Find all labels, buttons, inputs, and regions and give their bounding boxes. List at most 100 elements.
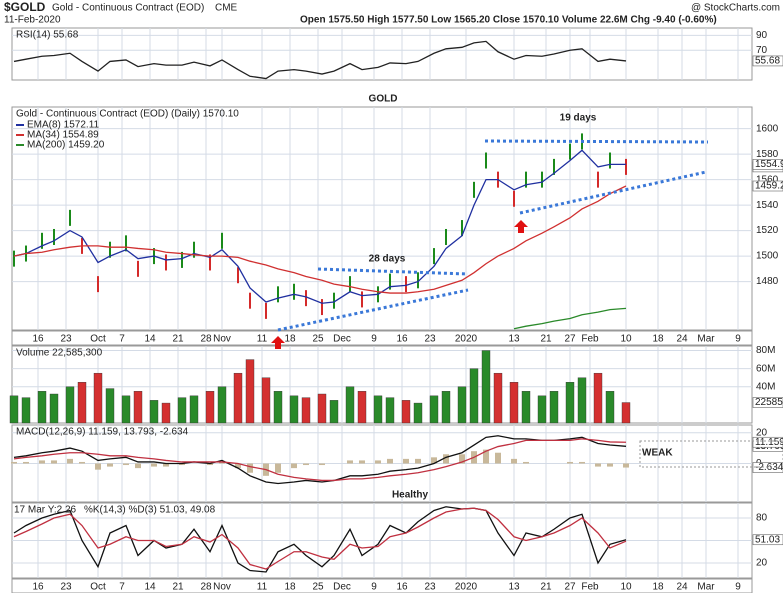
name: Gold - Continuous Contract (EOD) [52,3,204,14]
legend-label: EMA(8) 1572.11 [27,120,100,131]
histogram-bar [107,463,113,467]
quote: Open 1575.50 High 1577.50 Low 1565.20 Cl… [300,15,717,26]
trendline [519,170,707,215]
volume-bar [429,395,439,424]
x-tick-label: 23 [424,334,436,345]
x-tick-label: 14 [144,334,156,345]
value-marker-label: 22585 [755,397,783,408]
date: 11-Feb-2020 [4,15,61,26]
x-tick-label: 13 [508,582,520,593]
histogram-bar [235,463,241,469]
x-tick-label: 9 [735,334,741,345]
histogram-bar [39,460,45,464]
x-tick-label: Mar [697,334,715,345]
x-tick-label: 25 [312,334,324,345]
x-tick-label: Dec [333,582,351,593]
histogram-bar [443,454,449,464]
panel [11,106,753,331]
volume-bar [217,386,227,424]
volume-bar [457,386,467,424]
volume-bar [245,359,255,424]
volume-bar [121,395,131,424]
x-tick-label: 9 [371,334,377,345]
x-tick-label: 10 [620,582,632,593]
histogram-bar [163,463,169,467]
x-tick-label: 2020 [455,334,478,345]
y-tick-label: 1500 [756,251,779,262]
histogram-bar [179,463,185,466]
volume-bar [161,402,171,424]
y-tick-label: 20 [756,558,768,569]
histogram-bar [511,458,517,464]
x-tick-label: 11 [257,582,268,593]
y-tick-label: 1560 [756,174,779,185]
symbol: $GOLD [4,0,46,14]
panel-title: Gold - Continuous Contract (EOD) (Daily)… [16,109,239,120]
value-marker [752,159,783,170]
y-tick-label: 1480 [756,276,779,287]
x-tick-label: 10 [620,334,632,345]
volume-bar [509,382,519,424]
x-tick-label: 21 [540,582,552,593]
value-marker-label: 51.03 [755,534,780,545]
legend-label: MA(200) 1459.20 [27,140,105,151]
volume-bar [273,391,283,424]
x-tick-label: 7 [119,582,125,593]
volume-bar [65,386,75,424]
x-tick-label: 28 [200,582,212,593]
value-marker-label: 1554.9 [755,159,783,170]
x-tick-label: 21 [172,582,184,593]
y-tick-label: 70 [756,45,768,56]
histogram-bar [495,452,501,464]
value-marker-label: 55.68 [755,56,780,67]
date-axis [11,330,753,346]
value-marker [752,534,783,546]
histogram-bar [151,463,157,467]
volume-bar [373,395,383,424]
histogram-bar [359,460,365,464]
annotation: 28 days [369,254,406,265]
x-tick-label: Nov [213,582,231,593]
volume-bar [413,402,423,424]
exchange: CME [215,3,238,14]
volume-bar [345,386,355,424]
volume-bar [621,402,631,424]
volume-bar [521,391,531,424]
x-tick-label: 16 [32,334,44,345]
series-line [13,506,627,573]
value-marker [752,462,783,473]
y-tick-label: 90 [756,30,768,41]
panel-title: RSI(14) 55.68 [16,30,79,41]
x-tick-label: 25 [312,582,324,593]
volume-bar [93,372,103,424]
volume-bar [549,391,559,424]
annotation: WEAK [642,448,673,459]
x-tick-label: 24 [676,334,688,345]
histogram-bar [23,461,29,464]
x-tick-label: Feb [581,582,599,593]
value-marker-label: -2.634 [755,462,783,473]
volume-bar [469,368,479,424]
series-line [13,435,627,485]
volume-bar [593,372,603,424]
x-tick-label: 23 [60,582,72,593]
histogram-bar [247,463,253,473]
histogram-bar [459,454,465,464]
volume-bar [317,393,327,424]
value-marker [752,55,783,67]
date-axis [11,578,753,593]
volume-bar [177,397,187,424]
x-tick-label: 21 [172,334,184,345]
y-tick-label: 40M [756,381,775,392]
trendline [277,288,469,332]
y-tick-label: 60M [756,363,775,374]
histogram-bar [483,449,489,464]
x-tick-label: 23 [424,582,436,593]
histogram-bar [623,463,629,468]
volume-bar [49,393,59,424]
histogram-bar [387,458,393,464]
y-tick-label: 1540 [756,200,779,211]
volume-bar [401,400,411,424]
x-tick-label: 21 [540,334,552,345]
